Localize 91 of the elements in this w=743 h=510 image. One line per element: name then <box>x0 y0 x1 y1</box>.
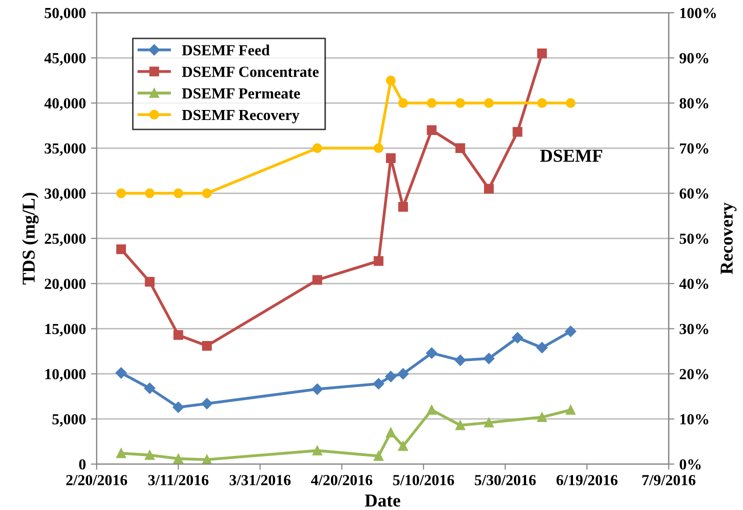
y2-tick-label: 30% <box>680 324 708 334</box>
point <box>536 342 548 354</box>
point <box>116 188 126 198</box>
point <box>398 441 408 451</box>
point <box>386 428 396 438</box>
y2-tick-label: 80% <box>680 98 708 109</box>
point <box>312 143 322 154</box>
y-tick-label: 25,000 <box>44 234 86 246</box>
y2-tick-label: 0% <box>680 459 701 470</box>
y-tick-label: 5,000 <box>52 414 86 427</box>
point <box>312 275 322 285</box>
point <box>144 276 155 287</box>
point <box>512 332 524 344</box>
point <box>455 98 466 108</box>
x-tick-label: 5/10/2016 <box>393 474 454 486</box>
y-tick-label: 30,000 <box>44 188 86 201</box>
legend-label: DSEMF Feed <box>182 44 270 56</box>
point <box>116 448 126 458</box>
y2-tick-label: 20% <box>680 368 708 380</box>
x-tick-label: 4/20/2016 <box>311 474 372 486</box>
point <box>566 405 576 415</box>
point <box>202 454 212 464</box>
point <box>312 446 322 456</box>
x-tick-label: 5/30/2016 <box>474 474 536 486</box>
point <box>386 76 396 86</box>
x-tick-label: 3/31/2016 <box>230 474 291 486</box>
point <box>537 48 547 58</box>
y-tick-label: 15,000 <box>45 324 86 336</box>
legend-label: DSEMF Permeate <box>182 88 300 99</box>
point <box>374 256 384 266</box>
point <box>173 188 184 198</box>
point <box>202 340 212 351</box>
y-tick-label: 10,000 <box>45 368 86 382</box>
y-tick-label: 40,000 <box>44 98 86 111</box>
point <box>144 382 156 394</box>
point <box>537 412 547 422</box>
point <box>565 326 576 338</box>
y-tick-label: 20,000 <box>44 278 86 292</box>
point <box>566 98 576 108</box>
x-axis-title: Date <box>364 494 400 507</box>
point <box>455 143 466 154</box>
y2-tick-label: 60% <box>680 188 708 199</box>
point <box>144 450 155 460</box>
y2-tick-label: 50% <box>680 234 708 244</box>
y2-tick-label: 100% <box>680 8 716 18</box>
point <box>512 127 522 137</box>
point <box>202 188 212 198</box>
point <box>397 368 409 380</box>
y2-tick-label: 90% <box>680 53 708 64</box>
point <box>116 244 126 254</box>
legend-label: DSEMF Concentrate <box>182 66 319 77</box>
point <box>201 398 213 410</box>
point <box>386 153 396 163</box>
x-tick-label: 7/9/2016 <box>642 474 696 486</box>
y2-tick-label: 70% <box>680 143 708 154</box>
point <box>374 143 384 154</box>
y-tick-label: 0 <box>79 459 86 470</box>
point <box>454 354 466 366</box>
point <box>173 330 184 340</box>
point <box>172 402 184 413</box>
y-tick-label: 45,000 <box>44 53 86 66</box>
point <box>398 202 408 212</box>
point <box>116 367 127 379</box>
point <box>537 98 547 108</box>
x-tick-label: 2/20/2016 <box>66 474 128 486</box>
point <box>372 378 384 390</box>
x-tick-label: 6/19/2016 <box>556 474 618 486</box>
point <box>426 347 438 359</box>
point <box>483 352 494 364</box>
point <box>484 98 494 108</box>
legend-label: DSEMF Recovery <box>182 110 300 124</box>
x-tick-label: 3/11/2016 <box>148 474 208 486</box>
point <box>484 184 494 194</box>
y-axis-title: TDS (mg/L) <box>22 192 39 285</box>
point <box>398 98 408 108</box>
y2-axis-title: Recovery <box>720 202 736 274</box>
y2-tick-label: 40% <box>679 278 708 290</box>
point <box>426 125 437 135</box>
point <box>385 370 396 382</box>
point <box>374 451 384 461</box>
point <box>484 418 494 428</box>
point <box>426 98 437 108</box>
point <box>455 420 466 430</box>
point <box>312 384 323 395</box>
point <box>426 405 437 415</box>
y-tick-label: 35,000 <box>44 143 86 156</box>
annotation: DSEMF <box>540 150 602 162</box>
point <box>173 454 184 464</box>
point <box>144 188 155 198</box>
y-tick-label: 50,000 <box>44 8 86 20</box>
y2-tick-label: 10% <box>680 414 708 424</box>
